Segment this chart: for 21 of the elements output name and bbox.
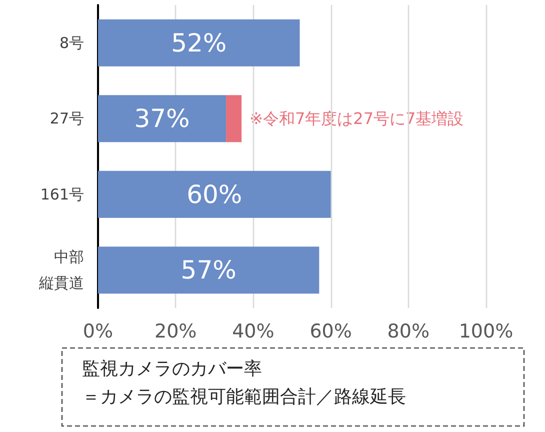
total-label: 57% [180,256,236,285]
x-tick-label: 80% [387,320,430,342]
total-label: 52% [171,28,227,58]
bar [98,19,300,66]
text: 監視カメラのカバー率 [82,358,262,380]
x-tick-label: 100% [458,320,514,342]
total-label: 37% [134,104,190,134]
x-tick-label: 60% [310,320,352,342]
y-tick-label: 161号 [40,185,84,204]
bar [226,95,242,142]
bar [98,95,226,142]
text: ＝カメラの監視可能範囲合計／路線延長 [82,386,406,408]
y-tick-label: 中部縦貫道 [38,248,84,292]
y-tick-label: 27号 [50,110,84,128]
x-tick-label: 40% [232,320,274,342]
bar [98,170,331,218]
total-label: 60% [186,180,242,209]
y-tick-label: 8号 [59,34,84,52]
x-tick-label: 20% [154,320,197,342]
bar [98,246,320,294]
x-tick-label: 0% [82,320,114,342]
